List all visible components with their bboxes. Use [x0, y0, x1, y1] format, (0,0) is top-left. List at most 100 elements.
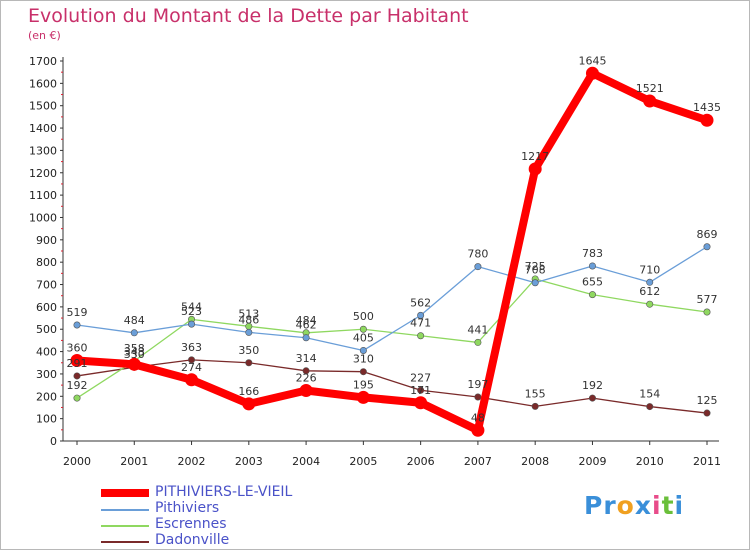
logo-part: i	[651, 491, 662, 520]
data-label: 462	[296, 319, 317, 332]
y-tick-label: 1700	[29, 55, 57, 68]
proxiti-logo: Proxiti	[584, 491, 684, 520]
data-label: 577	[697, 293, 718, 306]
data-point	[359, 346, 367, 354]
legend-swatch-escrennes	[101, 525, 149, 527]
data-label: 291	[67, 357, 88, 370]
data-label: 484	[296, 314, 317, 327]
y-tick-label: 1500	[29, 100, 57, 113]
data-point	[188, 320, 196, 328]
y-tick-label: 300	[36, 368, 57, 381]
data-label: 358	[124, 342, 145, 355]
data-label: 486	[238, 313, 259, 326]
y-tick-label: 1400	[29, 122, 57, 135]
data-point	[703, 243, 711, 251]
data-label: 544	[181, 300, 202, 313]
y-tick-label: 100	[36, 413, 57, 426]
data-point	[531, 279, 539, 287]
legend-label-pithiviers-le-vieil: PITHIVIERS-LE-VIEIL	[155, 484, 293, 500]
y-tick-label: 0	[50, 435, 57, 448]
y-tick-label: 800	[36, 256, 57, 269]
y-tick-label: 1100	[29, 189, 57, 202]
data-point	[588, 262, 596, 270]
unit-label: (en €)	[28, 29, 61, 42]
data-point	[417, 311, 425, 319]
data-label: 155	[525, 387, 546, 400]
data-label: 441	[467, 323, 488, 336]
data-label: 227	[410, 371, 431, 384]
data-label: 350	[238, 344, 259, 357]
data-label: 1645	[578, 54, 606, 67]
x-tick-label: 2006	[407, 455, 435, 468]
data-point	[588, 291, 596, 299]
data-point	[359, 368, 367, 376]
data-label: 330	[124, 348, 145, 361]
series-line-dadonville	[76, 359, 708, 414]
data-point	[299, 383, 313, 397]
data-point	[185, 373, 199, 387]
logo-part: x	[634, 491, 652, 520]
data-point	[643, 94, 657, 108]
data-label: 48	[471, 411, 485, 424]
data-point	[242, 397, 256, 411]
x-tick-label: 2002	[178, 455, 206, 468]
series-line-pithiviers	[76, 246, 708, 352]
legend-label-pithiviers: Pithiviers	[155, 500, 220, 516]
data-label: 780	[467, 248, 488, 261]
y-tick-label: 900	[36, 234, 57, 247]
data-label: 513	[238, 307, 259, 320]
x-tick-label: 2005	[349, 455, 377, 468]
logo-part: t	[661, 491, 675, 520]
data-point	[474, 263, 482, 271]
data-point	[302, 334, 310, 342]
legend-swatch-dadonville	[101, 541, 149, 543]
data-label: 195	[353, 378, 374, 391]
data-point	[474, 393, 482, 401]
y-tick-label: 400	[36, 346, 57, 359]
x-tick-label: 2001	[120, 455, 148, 468]
data-label: 360	[67, 342, 88, 355]
data-point	[302, 367, 310, 375]
data-label: 500	[353, 310, 374, 323]
data-label: 484	[124, 314, 145, 327]
data-label: 783	[582, 247, 603, 260]
data-point	[356, 390, 370, 404]
data-label: 562	[410, 296, 431, 309]
x-tick-label: 2011	[693, 455, 721, 468]
data-point	[700, 113, 714, 127]
data-point	[127, 357, 141, 371]
legend-label-dadonville: Dadonville	[155, 532, 230, 548]
data-label: 869	[697, 228, 718, 241]
data-point	[588, 394, 596, 402]
data-point	[646, 403, 654, 411]
data-point	[703, 409, 711, 417]
data-label: 725	[525, 260, 546, 273]
data-label: 710	[639, 263, 660, 276]
data-point	[474, 338, 482, 346]
logo-part: i	[674, 491, 685, 520]
y-tick-label: 1300	[29, 144, 57, 157]
logo-part: o	[616, 491, 635, 520]
data-point	[414, 396, 428, 410]
data-label: 612	[639, 285, 660, 298]
data-point	[646, 300, 654, 308]
data-point	[531, 402, 539, 410]
data-point	[73, 372, 81, 380]
data-label: 405	[353, 331, 374, 344]
series-line-pithiviers-le-vieil	[73, 69, 711, 435]
x-tick-label: 2008	[521, 455, 549, 468]
y-tick-label: 700	[36, 279, 57, 292]
chart-title: Evolution du Montant de la Dette par Hab…	[28, 5, 469, 27]
data-point	[417, 332, 425, 340]
data-label: 192	[67, 379, 88, 392]
x-tick-label: 2004	[292, 455, 320, 468]
y-tick-label: 200	[36, 390, 57, 403]
legend-swatch-pithiviers	[101, 509, 149, 511]
y-tick-label: 1200	[29, 167, 57, 180]
x-tick-label: 2003	[235, 455, 263, 468]
y-tick-label: 600	[36, 301, 57, 314]
data-point	[130, 329, 138, 337]
x-tick-label: 2000	[63, 455, 91, 468]
